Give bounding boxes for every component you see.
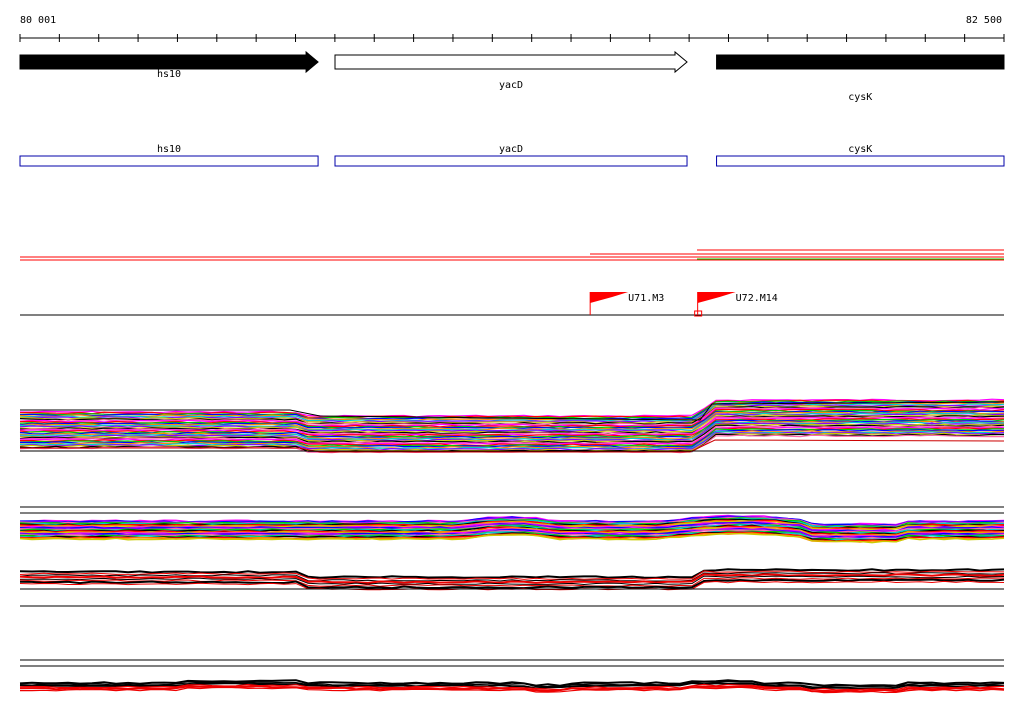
profile-line	[19, 532, 1005, 544]
feature-box-cysK[interactable]	[716, 155, 1005, 167]
profile-line	[19, 411, 1005, 431]
flag-icon	[697, 292, 736, 303]
profile-track-3	[19, 568, 1005, 591]
marker-box	[694, 310, 703, 317]
feature-label: hs10	[157, 144, 181, 155]
profile-line	[19, 419, 1005, 439]
ruler-start-label: 80 001	[20, 15, 56, 26]
profile-line	[19, 417, 1005, 436]
feature-label: cysK	[848, 144, 872, 155]
profile-line	[20, 575, 1005, 586]
profile-line	[20, 429, 1005, 448]
profile-line	[19, 568, 1005, 579]
profile-outline	[20, 439, 1005, 453]
profile-line	[19, 679, 1005, 687]
feature-box-yacD[interactable]	[334, 155, 688, 167]
profile-line	[19, 399, 1005, 419]
ruler-end-label: 82 500	[966, 15, 1002, 26]
gene-label: yacD	[499, 80, 523, 91]
gene-track: hs10 yacD cysK	[19, 50, 1005, 103]
profile-line	[19, 573, 1005, 584]
marker-flags: U71.M3 U72.M14	[589, 292, 778, 317]
profile-track-4	[19, 679, 1005, 694]
profile-outline	[20, 401, 1005, 421]
profile-line	[19, 421, 1005, 441]
profile-line	[19, 409, 1005, 429]
profile-line	[20, 686, 1005, 694]
profile-line	[19, 406, 1005, 426]
feature-box-hs10[interactable]	[19, 155, 319, 167]
profile-line	[19, 528, 1005, 539]
ruler-ticks	[19, 34, 1005, 42]
profile-line	[19, 427, 1005, 447]
feature-track: hs10 yacD cysK	[19, 144, 1005, 167]
profile-line	[19, 680, 1005, 688]
marker-flag-U72.M14[interactable]: U72.M14	[694, 292, 778, 317]
profile-track-1	[19, 398, 1005, 454]
profile-track-2	[19, 514, 1005, 544]
profile-line	[19, 577, 1005, 587]
gene-arrow-hs10[interactable]	[19, 50, 319, 74]
profile-line	[19, 414, 1005, 434]
profile-line	[19, 529, 1005, 540]
profile-line	[19, 683, 1005, 691]
marker-label: U71.M3	[628, 293, 664, 304]
feature-label: yacD	[499, 144, 523, 155]
profile-line	[19, 425, 1005, 445]
profile-line	[19, 578, 1005, 590]
gene-label: hs10	[157, 69, 181, 80]
marker-label: U72.M14	[736, 293, 778, 304]
marker-flag-U71.M3[interactable]: U71.M3	[589, 292, 664, 315]
profile-line	[19, 422, 1004, 442]
profile-line	[19, 572, 1005, 582]
profile-line	[19, 684, 1005, 693]
profile-line	[19, 432, 1005, 452]
gene-arrow-cysK[interactable]	[716, 54, 1005, 70]
flag-icon	[590, 292, 629, 303]
profile-line	[19, 570, 1005, 580]
alignment-track	[20, 249, 1004, 261]
gene-label: cysK	[848, 92, 872, 103]
coordinate-ruler: 80 001 82 500	[19, 15, 1005, 42]
marker-track: U71.M3 U72.M14	[20, 292, 1004, 317]
gene-arrow-yacD[interactable]	[334, 50, 688, 74]
